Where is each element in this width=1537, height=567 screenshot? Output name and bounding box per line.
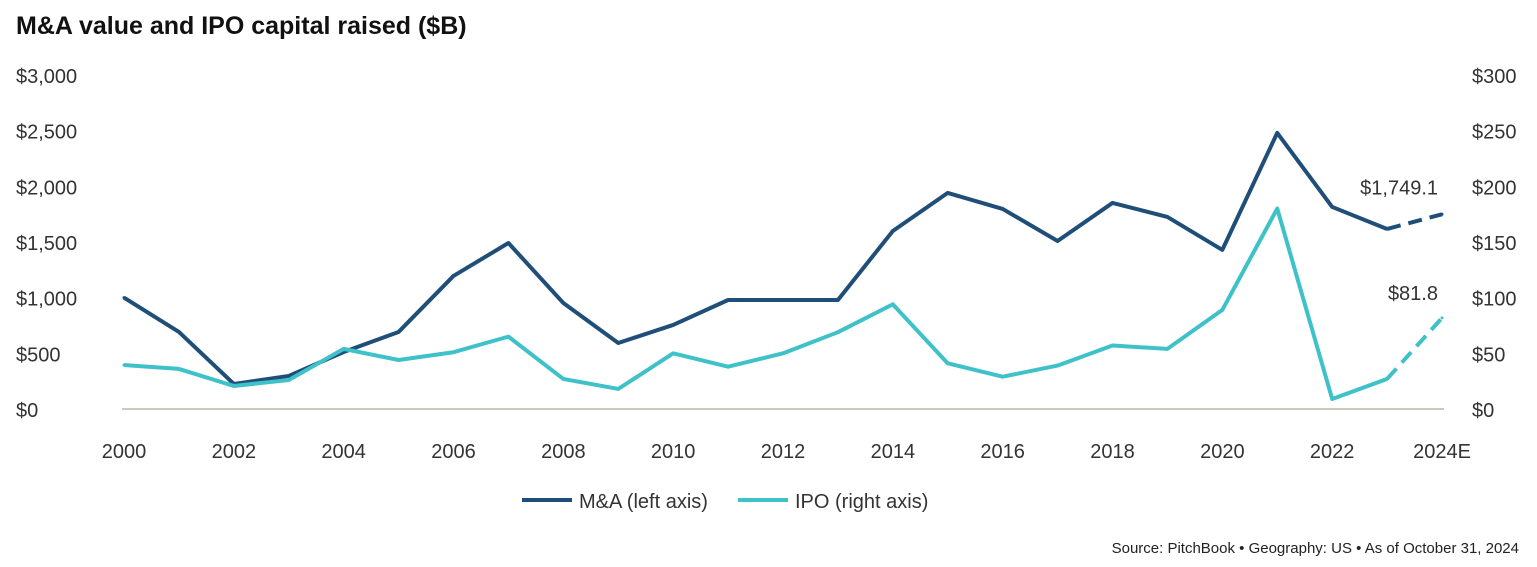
- data-point: [1385, 227, 1389, 231]
- data-point: [946, 191, 950, 195]
- data-point: [506, 241, 510, 245]
- data-point: [616, 341, 620, 345]
- data-point: [561, 377, 565, 381]
- x-tick-label: 2008: [541, 441, 586, 463]
- x-tick-label: 2020: [1200, 441, 1245, 463]
- x-tick-label: 2000: [102, 441, 147, 463]
- data-point: [1001, 207, 1005, 211]
- x-tick-label: 2012: [761, 441, 806, 463]
- left-tick-label: $1,500: [16, 233, 77, 255]
- end-value-label: $81.8: [1388, 283, 1438, 305]
- right-tick-label: $200: [1472, 177, 1517, 199]
- data-point: [1330, 397, 1334, 401]
- data-point: [1220, 308, 1224, 312]
- data-point: [506, 335, 510, 339]
- right-tick-label: $50: [1472, 344, 1505, 366]
- left-tick-label: $500: [16, 344, 61, 366]
- series-estimate-ipo: [1385, 316, 1444, 381]
- data-point: [342, 347, 346, 351]
- left-tick-label: $2,500: [16, 122, 77, 144]
- data-point: [781, 351, 785, 355]
- data-point: [1275, 207, 1279, 211]
- data-point: [1330, 205, 1334, 209]
- data-point: [1440, 316, 1444, 320]
- left-tick-label: $1,000: [16, 289, 77, 311]
- data-point: [671, 351, 675, 355]
- data-point: [1165, 215, 1169, 219]
- data-point: [232, 384, 236, 388]
- data-point: [1056, 364, 1060, 368]
- end-value-label: $1,749.1: [1360, 177, 1438, 199]
- data-point: [452, 350, 455, 354]
- data-point: [561, 301, 565, 305]
- right-tick-label: $100: [1472, 289, 1517, 311]
- data-point: [397, 330, 401, 334]
- x-tick-label: 2002: [212, 441, 257, 463]
- data-point: [1220, 248, 1224, 252]
- data-point: [836, 330, 840, 334]
- data-point: [397, 358, 401, 362]
- data-point: [1056, 239, 1060, 243]
- series-line-ipo: [123, 206, 1388, 401]
- data-point: [177, 367, 181, 371]
- data-point: [1165, 347, 1169, 351]
- data-point: [287, 378, 291, 382]
- legend-label: M&A (left axis): [579, 491, 708, 513]
- left-tick-label: $0: [16, 400, 38, 422]
- right-tick-label: $300: [1472, 66, 1517, 88]
- x-tick-label: 2018: [1090, 441, 1135, 463]
- series-line-ma: [122, 130, 1388, 386]
- x-tick-label: 2006: [431, 441, 476, 463]
- data-point: [1440, 212, 1444, 216]
- right-tick-label: $250: [1472, 122, 1517, 144]
- left-tick-label: $2,000: [16, 177, 77, 199]
- data-point: [891, 302, 895, 306]
- data-point: [616, 387, 620, 391]
- series-estimate-ma: [1386, 212, 1443, 231]
- left-tick-label: $3,000: [16, 66, 77, 88]
- source-note: Source: PitchBook • Geography: US • As o…: [1111, 540, 1519, 557]
- x-tick-label: 2024E: [1413, 441, 1471, 463]
- data-point: [726, 365, 730, 369]
- data-point: [122, 363, 126, 367]
- x-tick-label: 2004: [321, 441, 366, 463]
- data-point: [726, 298, 730, 302]
- data-point: [287, 374, 291, 378]
- x-tick-label: 2016: [980, 441, 1025, 463]
- right-tick-label: $0: [1472, 400, 1494, 422]
- data-point: [122, 296, 126, 300]
- data-point: [1275, 131, 1279, 135]
- x-tick-label: 2010: [651, 441, 696, 463]
- x-tick-label: 2022: [1310, 441, 1355, 463]
- data-point: [671, 323, 675, 327]
- data-point: [177, 330, 181, 334]
- data-point: [1385, 377, 1389, 381]
- data-point: [781, 298, 785, 302]
- right-tick-label: $150: [1472, 233, 1517, 255]
- data-point: [836, 298, 840, 302]
- legend-label: IPO (right axis): [795, 491, 928, 513]
- data-point: [1001, 375, 1005, 379]
- data-point: [1111, 201, 1114, 205]
- x-tick-label: 2014: [871, 441, 916, 463]
- data-point: [452, 274, 455, 278]
- data-point: [946, 361, 950, 365]
- data-point: [1111, 344, 1114, 348]
- chart-title: M&A value and IPO capital raised ($B): [16, 12, 467, 40]
- data-point: [891, 229, 895, 233]
